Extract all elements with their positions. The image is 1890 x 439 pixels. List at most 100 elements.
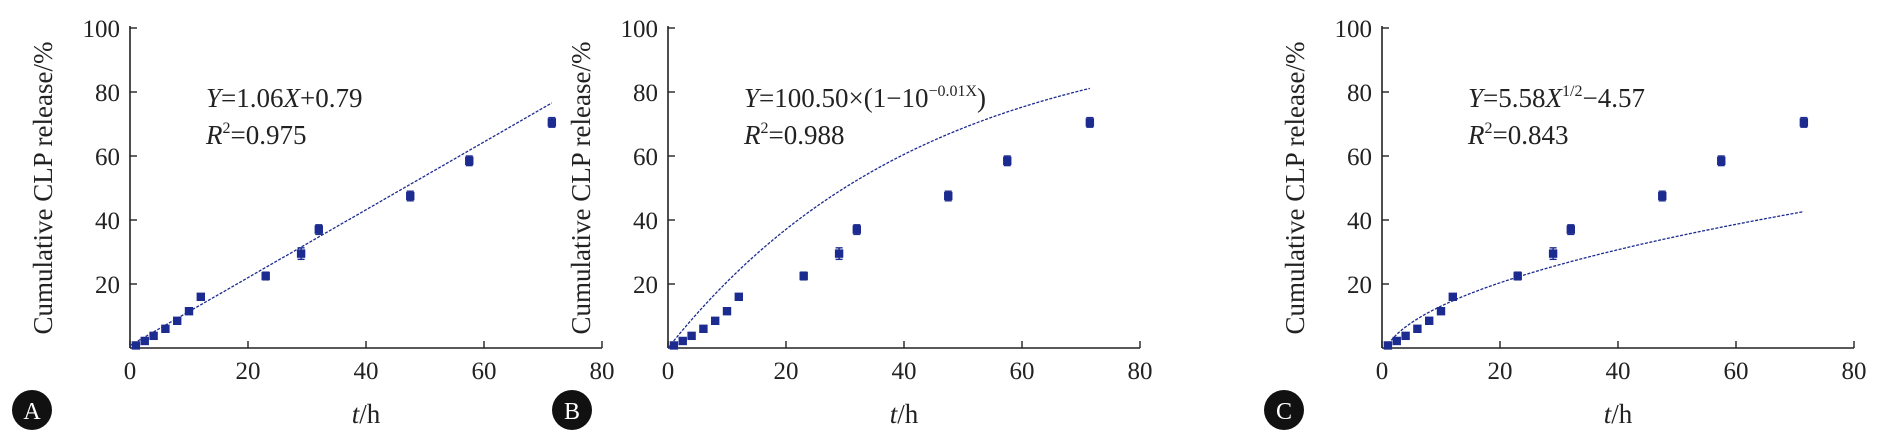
x-axis-title-unit: /h bbox=[1611, 399, 1633, 429]
y-tick-label: 80 bbox=[633, 80, 658, 107]
data-point bbox=[1513, 271, 1522, 281]
equation-term: =5.58 bbox=[1483, 83, 1545, 113]
data-point bbox=[1717, 156, 1726, 165]
fit-equation: Y=5.58X1/2−4.57 bbox=[1468, 83, 1645, 113]
data-point bbox=[944, 191, 953, 201]
y-axis-title: Cumulative CLP release/% bbox=[28, 42, 58, 335]
panel-badge-letter: A bbox=[23, 399, 41, 425]
x-tick-label: 80 bbox=[590, 358, 615, 385]
x-axis-title-var: t bbox=[352, 399, 361, 429]
chart-panel-b: 0 20 40 60 80 20 40 60 80 100 Cumulative CLP relea… bbox=[552, 16, 1153, 430]
data-point bbox=[711, 316, 720, 325]
x-tick-label: 0 bbox=[1376, 358, 1389, 385]
equation-term: =1.06 bbox=[221, 83, 283, 113]
data-point bbox=[1425, 316, 1434, 325]
y-tick-label: 20 bbox=[95, 272, 120, 299]
data-point bbox=[1448, 292, 1457, 301]
chart-panel-a: 0 20 40 60 80 20 40 60 80 100 Cumulative CLP relea… bbox=[12, 16, 615, 430]
r-squared-value: =0.975 bbox=[231, 120, 307, 150]
data-point bbox=[314, 225, 323, 234]
data-point bbox=[799, 271, 808, 281]
x-axis-title-unit: /h bbox=[359, 399, 381, 429]
data-point bbox=[161, 324, 170, 333]
panel-badge bbox=[1264, 390, 1304, 430]
fit-curve bbox=[1385, 211, 1804, 349]
data-point bbox=[1799, 118, 1809, 127]
fit-curve bbox=[667, 87, 1091, 349]
data-point bbox=[296, 249, 306, 258]
r-squared-value: =0.988 bbox=[769, 120, 845, 150]
r-squared-symbol: R bbox=[743, 120, 761, 150]
equation-term: −4.57 bbox=[1582, 83, 1644, 113]
data-point bbox=[678, 336, 687, 346]
y-tick-label: 40 bbox=[1347, 208, 1372, 235]
x-axis-title-var: t bbox=[890, 399, 899, 429]
data-point bbox=[184, 307, 194, 316]
data-point bbox=[699, 324, 708, 333]
r-squared-symbol: R bbox=[1467, 120, 1485, 150]
x-tick-label: 60 bbox=[472, 358, 497, 385]
data-point bbox=[173, 316, 182, 325]
x-tick-label: 80 bbox=[1842, 358, 1867, 385]
y-tick-label: 20 bbox=[1347, 272, 1372, 299]
data-point bbox=[131, 341, 141, 350]
x-tick-label: 60 bbox=[1724, 358, 1749, 385]
data-point bbox=[1658, 191, 1667, 201]
r-squared: R2=0.843 bbox=[1467, 120, 1568, 150]
y-tick-label: 60 bbox=[1347, 144, 1372, 171]
data-point bbox=[1436, 307, 1446, 316]
y-tick-label: 100 bbox=[83, 16, 121, 43]
x-axis-title-unit: /h bbox=[897, 399, 919, 429]
fit-equation: Y=1.06X+0.79 bbox=[206, 83, 363, 113]
data-point bbox=[687, 331, 696, 341]
data-point bbox=[140, 336, 149, 346]
data-point bbox=[722, 307, 732, 316]
data-point bbox=[834, 249, 844, 258]
data-point bbox=[852, 225, 861, 234]
y-tick-label: 60 bbox=[95, 144, 120, 171]
equation-term: =100.50×(1−10 bbox=[759, 83, 928, 113]
data-point bbox=[1003, 156, 1012, 165]
panel-badge bbox=[12, 390, 52, 430]
x-axis-title: t/h bbox=[1604, 399, 1633, 429]
data-point bbox=[1401, 331, 1410, 341]
x-tick-label: 20 bbox=[236, 358, 261, 385]
data-point bbox=[1392, 336, 1401, 346]
r-squared: R2=0.988 bbox=[743, 120, 844, 150]
y-tick-label: 20 bbox=[633, 272, 658, 299]
y-axis-title: Cumulative CLP release/% bbox=[566, 42, 596, 335]
data-point bbox=[547, 118, 557, 127]
equation-term: ) bbox=[977, 83, 986, 113]
panel-badge bbox=[552, 390, 592, 430]
y-tick-label: 100 bbox=[621, 16, 659, 43]
x-tick-label: 40 bbox=[892, 358, 917, 385]
data-point bbox=[149, 331, 158, 341]
r-squared-exponent: 2 bbox=[761, 120, 769, 137]
x-tick-label: 40 bbox=[354, 358, 379, 385]
equation-term: +0.79 bbox=[300, 83, 362, 113]
r-squared-exponent: 2 bbox=[223, 120, 231, 137]
equation-lhs: Y bbox=[206, 83, 224, 113]
r-squared-exponent: 2 bbox=[1485, 120, 1493, 137]
panel-badge-letter: B bbox=[564, 399, 580, 425]
equation-var: X bbox=[1545, 83, 1564, 113]
x-tick-label: 0 bbox=[124, 358, 137, 385]
data-point bbox=[669, 341, 679, 350]
data-point bbox=[1413, 324, 1422, 333]
y-tick-label: 80 bbox=[1347, 80, 1372, 107]
fit-equation: Y=100.50×(1−10−0.01X) bbox=[744, 83, 986, 113]
r-squared-value: =0.843 bbox=[1493, 120, 1569, 150]
equation-exponent: 1/2 bbox=[1562, 83, 1582, 100]
equation-lhs: Y bbox=[1468, 83, 1486, 113]
data-point bbox=[406, 191, 415, 201]
data-point bbox=[465, 156, 474, 165]
data-point bbox=[1383, 341, 1393, 350]
x-tick-label: 0 bbox=[662, 358, 675, 385]
chart-panel-c: 0 20 40 60 80 20 40 60 80 100 Cumulative CLP relea… bbox=[1264, 16, 1867, 430]
data-point bbox=[1085, 118, 1095, 127]
x-tick-label: 80 bbox=[1128, 358, 1153, 385]
y-tick-label: 40 bbox=[95, 208, 120, 235]
equation-lhs: Y bbox=[744, 83, 762, 113]
x-axis-title: t/h bbox=[890, 399, 919, 429]
x-axis-title-var: t bbox=[1604, 399, 1613, 429]
